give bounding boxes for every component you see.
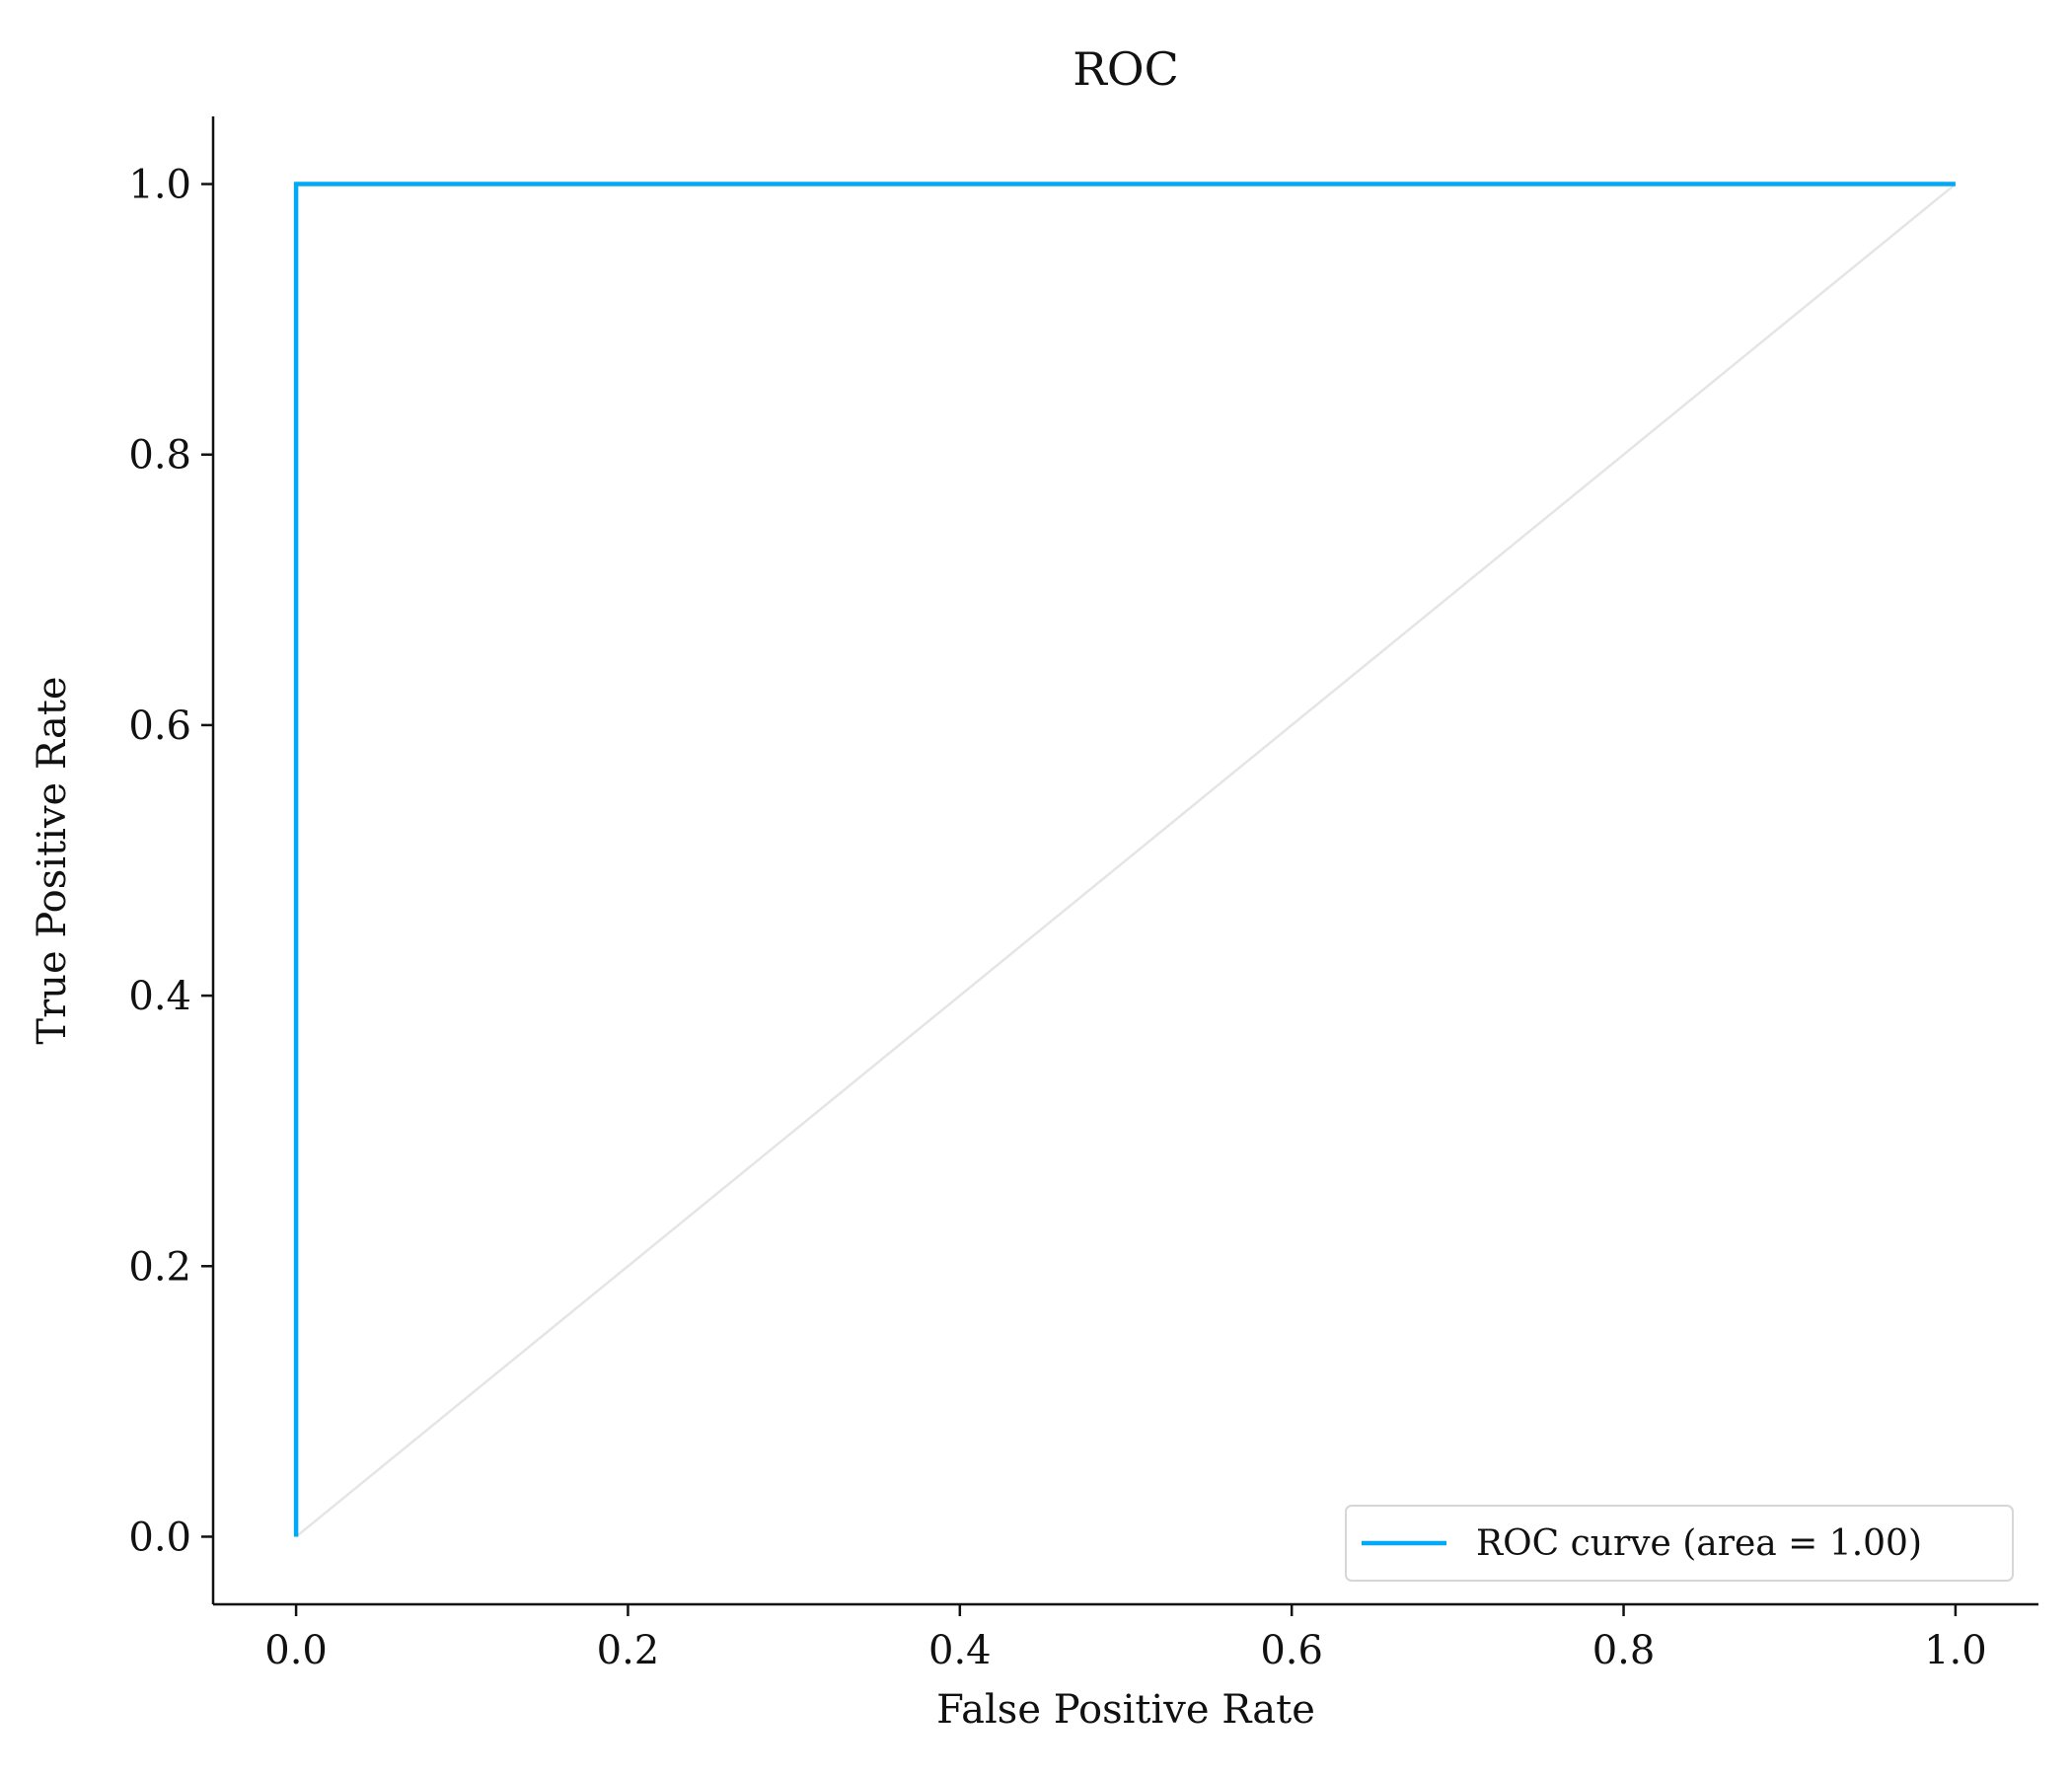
x-tick-label: 0.4 — [928, 1628, 992, 1673]
legend-label: ROC curve (area = 1.00) — [1476, 1523, 1922, 1564]
y-axis-ticks: 0.0 0.2 0.4 0.6 0.8 1.0 — [128, 163, 213, 1560]
x-tick-label: 0.8 — [1592, 1628, 1656, 1673]
x-tick-label: 0.6 — [1260, 1628, 1323, 1673]
y-tick-label: 0.6 — [128, 703, 191, 749]
x-tick-label: 0.0 — [264, 1628, 328, 1673]
x-tick-label: 0.2 — [597, 1628, 660, 1673]
x-tick-label: 1.0 — [1924, 1628, 1987, 1673]
axes — [211, 116, 2038, 1606]
chance-diagonal-line — [295, 183, 1957, 1538]
y-tick-label: 0.2 — [128, 1244, 191, 1290]
x-axis-label: False Positive Rate — [936, 1687, 1315, 1733]
y-tick-label: 0.4 — [128, 974, 191, 1019]
plot-area — [293, 182, 1957, 1538]
y-tick-label: 0.8 — [128, 433, 191, 479]
legend-box — [1345, 1505, 2014, 1582]
x-axis-ticks: 0.0 0.2 0.4 0.6 0.8 1.0 — [264, 1604, 1987, 1673]
y-tick-label: 0.0 — [128, 1515, 191, 1560]
y-axis-label: True Positive Rate — [30, 676, 75, 1044]
y-tick-label: 1.0 — [128, 163, 191, 208]
legend: ROC curve (area = 1.00) — [1345, 1505, 2014, 1582]
chart-title: ROC — [1073, 42, 1179, 96]
roc-curve-line — [293, 182, 1956, 1537]
